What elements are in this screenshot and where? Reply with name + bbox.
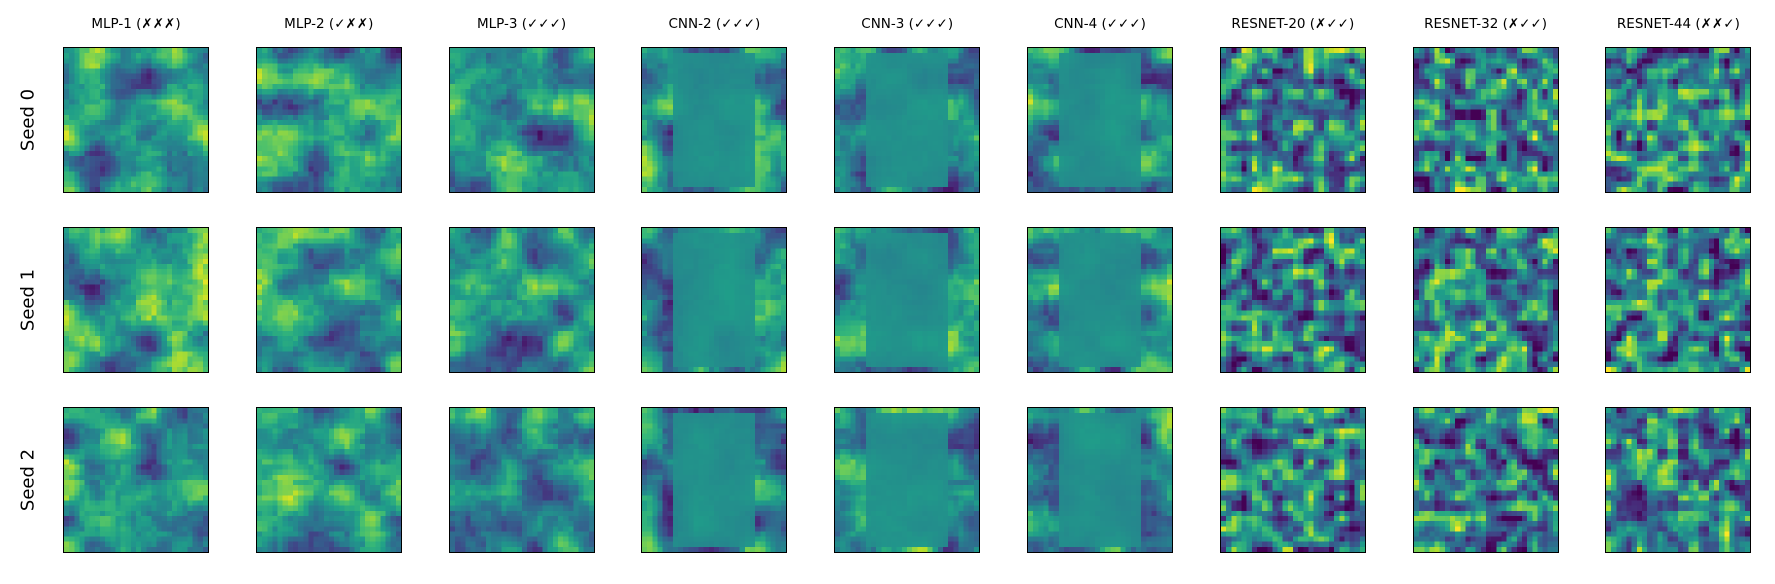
heatmap-panel	[1605, 227, 1752, 373]
heatmap-image	[256, 48, 401, 192]
heatmap-image	[64, 48, 208, 192]
heatmap-image	[835, 408, 980, 552]
heatmap-panel	[63, 407, 209, 553]
heatmap-image	[1413, 408, 1558, 552]
heatmap-image	[1220, 48, 1365, 192]
heatmap-panel	[641, 227, 788, 373]
heatmap-image	[1028, 228, 1172, 372]
heatmap-image	[256, 228, 401, 372]
heatmap-panel	[1412, 47, 1559, 193]
heatmap-image	[1220, 228, 1365, 372]
heatmap-panel	[834, 227, 981, 373]
heatmap-image	[642, 228, 787, 372]
row-label: Seed 2	[17, 448, 39, 512]
heatmap-image	[1606, 228, 1751, 372]
heatmap-panel	[641, 47, 788, 193]
heatmap-panel	[448, 47, 595, 193]
column-title: CNN-3 (✓✓✓)	[861, 16, 954, 32]
heatmap-image	[835, 228, 980, 372]
heatmap-image	[449, 408, 594, 552]
heatmap-panel	[448, 227, 595, 373]
row-label: Seed 0	[17, 88, 39, 152]
heatmap-image	[256, 408, 401, 552]
heatmap-panel	[1605, 47, 1752, 193]
column-title: RESNET-32 (✗✓✓)	[1424, 16, 1548, 32]
heatmap-image	[1606, 408, 1751, 552]
heatmap-panel	[63, 227, 209, 373]
heatmap-panel	[1027, 227, 1173, 373]
heatmap-image	[1413, 48, 1558, 192]
heatmap-panel	[1219, 227, 1366, 373]
row-label: Seed 1	[17, 268, 39, 332]
column-title: RESNET-20 (✗✓✓)	[1231, 16, 1355, 32]
column-title: RESNET-44 (✗✗✓)	[1616, 16, 1740, 32]
heatmap-panel	[1219, 407, 1366, 553]
heatmap-panel	[1412, 227, 1559, 373]
heatmap-image	[64, 408, 208, 552]
heatmap-panel	[641, 407, 788, 553]
heatmap-image	[1028, 48, 1172, 192]
heatmap-image	[64, 228, 208, 372]
heatmap-image	[449, 48, 594, 192]
heatmap-panel	[1027, 407, 1173, 553]
heatmap-panel	[255, 47, 402, 193]
column-title: CNN-4 (✓✓✓)	[1054, 16, 1146, 32]
heatmap-panel	[1219, 47, 1366, 193]
heatmap-panel	[1412, 407, 1559, 553]
heatmap-panel	[1605, 407, 1752, 553]
heatmap-image	[449, 228, 594, 372]
heatmap-image	[1606, 48, 1751, 192]
heatmap-image	[642, 408, 787, 552]
heatmap-panel	[1027, 47, 1173, 193]
heatmap-image	[642, 48, 787, 192]
heatmap-panel	[448, 407, 595, 553]
heatmap-image	[1028, 408, 1172, 552]
heatmap-panel	[834, 47, 981, 193]
heatmap-image	[1413, 228, 1558, 372]
heatmap-panel	[255, 407, 402, 553]
heatmap-image	[1220, 408, 1365, 552]
heatmap-panel	[63, 47, 209, 193]
column-title: MLP-1 (✗✗✗)	[91, 16, 181, 32]
heatmap-panel	[834, 407, 981, 553]
column-title: CNN-2 (✓✓✓)	[668, 16, 761, 32]
column-title: MLP-2 (✓✗✗)	[284, 16, 374, 32]
heatmap-image	[835, 48, 980, 192]
column-title: MLP-3 (✓✓✓)	[476, 16, 567, 32]
heatmap-panel	[255, 227, 402, 373]
